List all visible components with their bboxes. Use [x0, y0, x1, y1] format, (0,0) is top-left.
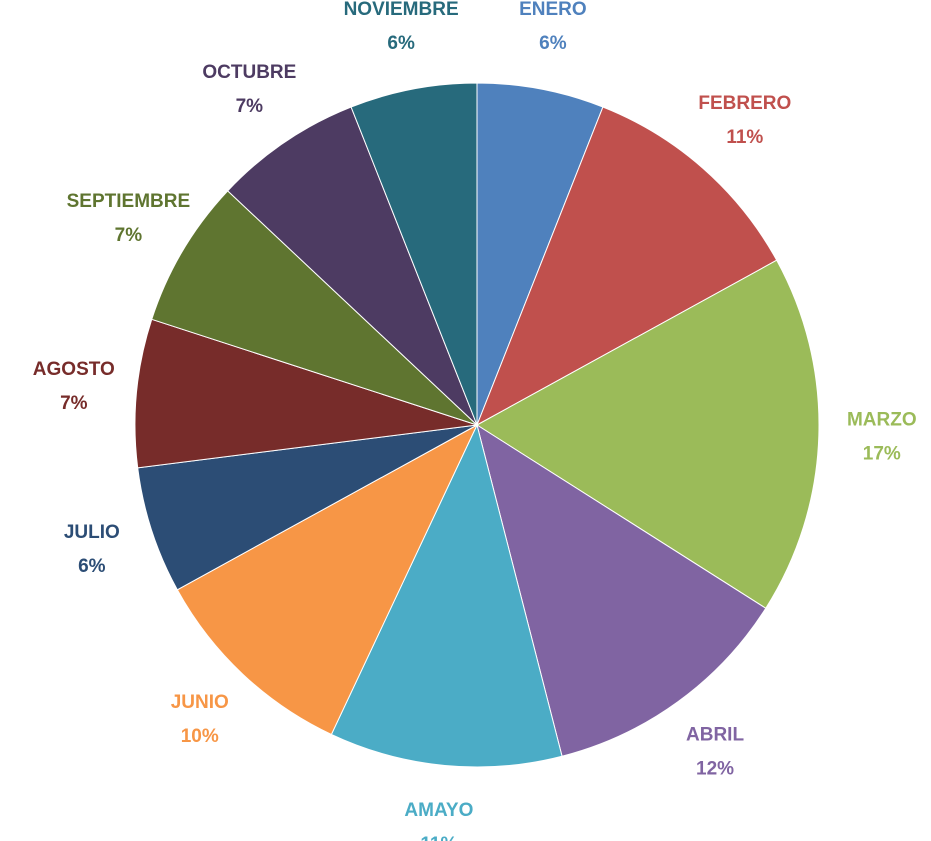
value-label: 11%	[726, 127, 763, 148]
value-label: 7%	[236, 96, 264, 117]
pie-slice	[476, 259, 820, 609]
value-label: 12%	[696, 759, 734, 780]
value-label: 6%	[387, 33, 415, 54]
value-label: 7%	[60, 393, 88, 414]
category-label: AGOSTO	[33, 359, 115, 380]
value-label: 11%	[420, 834, 457, 841]
category-label: JULIO	[64, 522, 120, 543]
value-label: 17%	[863, 444, 901, 465]
pie-slice	[226, 106, 478, 426]
pie-slice	[137, 424, 478, 591]
category-label: OCTUBRE	[202, 62, 296, 83]
value-label: 6%	[78, 556, 106, 577]
category-label: ENERO	[519, 0, 587, 20]
category-label: SEPTIEMBRE	[67, 191, 191, 212]
value-label: 6%	[539, 33, 567, 54]
pie-slice	[134, 318, 478, 469]
value-label: 7%	[115, 225, 143, 246]
category-label: JUNIO	[171, 692, 229, 713]
category-label: ABRIL	[686, 725, 744, 746]
category-label: FEBRERO	[698, 93, 791, 114]
pie-slice	[476, 423, 767, 757]
pie-slice	[151, 190, 478, 426]
pie-slice	[350, 82, 478, 426]
value-label: 10%	[181, 726, 219, 747]
category-label: NOVIEMBRE	[344, 0, 459, 20]
pie-slice	[476, 82, 604, 426]
category-label: AMAYO	[404, 800, 473, 821]
pie-slice	[476, 106, 778, 427]
category-label: MARZO	[847, 410, 917, 431]
pie-slice	[330, 423, 563, 768]
pie-slice	[176, 423, 479, 736]
